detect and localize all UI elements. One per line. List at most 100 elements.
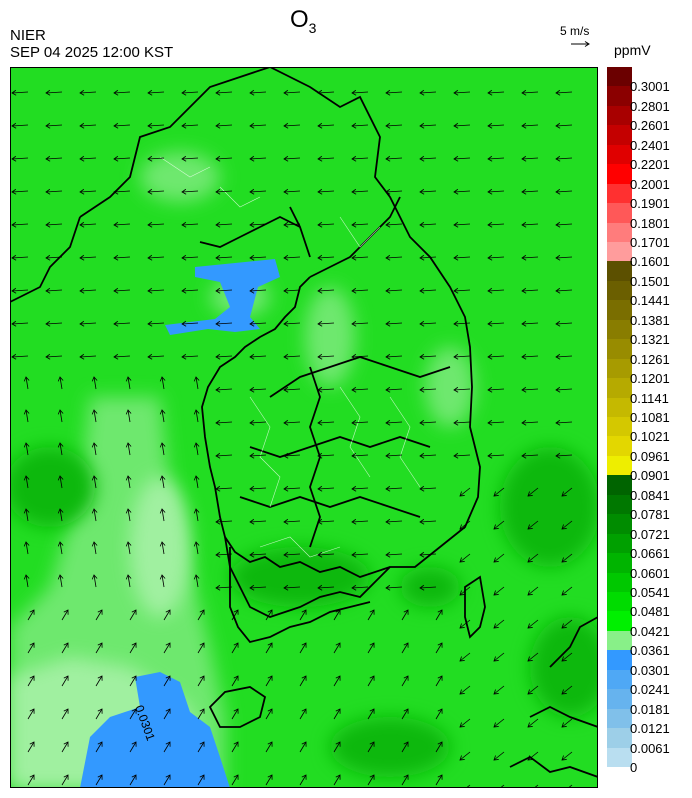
wind-arrow-head <box>351 254 357 261</box>
wind-arrow <box>453 190 471 193</box>
wind-arrow-head <box>335 741 341 747</box>
wind-reference-label: 5 m/s <box>560 24 590 38</box>
wind-arrow-head <box>555 188 561 195</box>
wind-arrow <box>249 223 267 226</box>
wind-arrow <box>487 388 505 391</box>
wind-arrow-head <box>527 524 533 530</box>
wind-arrow-head <box>527 557 533 563</box>
wind-arrow <box>333 708 341 720</box>
legend-swatch <box>607 417 632 437</box>
wind-arrow-head <box>63 609 69 615</box>
wind-arrow <box>25 541 29 555</box>
legend-label: 0.1261 <box>630 351 670 367</box>
wind-arrow-head <box>23 475 30 481</box>
wind-arrow <box>351 124 369 127</box>
wind-arrow <box>317 553 335 556</box>
wind-arrow <box>435 774 443 786</box>
wind-arrow-head <box>351 320 357 327</box>
wind-arrow-head <box>215 320 221 327</box>
wind-arrow-head <box>385 386 391 393</box>
wind-arrow-head <box>181 254 187 261</box>
title-subscript: 3 <box>308 19 317 36</box>
wind-arrow-head <box>181 188 187 195</box>
wind-arrow <box>487 256 505 259</box>
legend-swatch <box>607 533 632 554</box>
wind-arrow <box>181 355 199 358</box>
wind-arrow-head <box>493 491 499 497</box>
wind-arrow <box>487 91 505 94</box>
wind-arrow <box>11 91 29 94</box>
wind-arrow-head <box>351 221 357 228</box>
wind-arrow-head <box>283 419 289 426</box>
wind-arrow-head <box>453 353 459 360</box>
wind-arrow <box>147 190 165 193</box>
wind-arrow-head <box>351 584 357 591</box>
wind-arrow <box>265 675 273 687</box>
legend-swatch <box>607 261 632 282</box>
wind-arrow <box>45 256 63 259</box>
wind-arrow <box>215 157 233 160</box>
wind-arrow <box>401 708 409 720</box>
wind-arrow <box>351 91 369 94</box>
wind-arrow <box>459 718 471 728</box>
wind-arrow-head <box>301 642 307 648</box>
wind-arrow <box>215 355 233 358</box>
wind-arrow <box>249 553 267 556</box>
legend-label: 0.0121 <box>630 721 670 737</box>
wind-arrow <box>561 718 573 728</box>
legend-label: 0.0901 <box>630 468 670 484</box>
low-ozone-patches <box>80 259 280 788</box>
wind-arrow-head <box>147 221 153 228</box>
wind-arrow-head <box>215 518 221 525</box>
wind-arrow <box>231 741 239 753</box>
wind-arrow-head <box>437 774 443 780</box>
wind-arrow <box>25 376 29 390</box>
wind-arrow-head <box>165 609 171 615</box>
wind-arrow <box>127 475 131 489</box>
legend-label: 0.0601 <box>630 565 670 581</box>
wind-arrow-head <box>385 551 391 558</box>
wind-arrow <box>249 487 267 490</box>
wind-arrow <box>521 190 539 193</box>
wind-arrow <box>181 289 199 292</box>
wind-arrow-head <box>45 188 51 195</box>
wind-arrow-head <box>159 376 166 382</box>
wind-arrow <box>79 190 97 193</box>
wind-arrow <box>11 190 29 193</box>
wind-arrow <box>453 322 471 325</box>
wind-arrow <box>195 442 199 456</box>
wind-arrow <box>521 157 539 160</box>
wind-arrow <box>215 322 233 325</box>
wind-arrow <box>351 322 369 325</box>
wind-arrow-head <box>267 708 273 714</box>
wind-arrow <box>61 642 69 654</box>
wind-arrow-head <box>131 609 137 615</box>
wind-arrow <box>129 642 137 654</box>
wind-arrow <box>79 91 97 94</box>
wind-arrow <box>459 553 471 563</box>
legend-swatch <box>607 242 632 262</box>
wind-arrow-head <box>215 551 221 558</box>
wind-arrow <box>61 708 69 720</box>
wind-arrow <box>527 751 539 761</box>
legend-swatch <box>607 67 632 87</box>
wind-arrow <box>521 355 539 358</box>
wind-arrow-head <box>419 254 425 261</box>
wind-arrow <box>147 157 165 160</box>
wind-arrow <box>493 685 505 695</box>
wind-arrow-head <box>453 188 459 195</box>
wind-arrow <box>299 642 307 654</box>
legend-label: 0.1201 <box>630 371 670 387</box>
wind-arrow-head <box>459 524 465 530</box>
wind-arrow-head <box>11 353 17 360</box>
wind-arrow <box>435 675 443 687</box>
wind-arrow-head <box>249 221 255 228</box>
wind-arrow-head <box>11 89 17 96</box>
wind-arrow <box>161 508 165 522</box>
wind-arrow-head <box>215 353 221 360</box>
wind-arrow-head <box>165 675 171 681</box>
wind-arrow <box>215 388 233 391</box>
wind-arrow-head <box>493 590 499 596</box>
wind-arrow-head <box>419 452 425 459</box>
wind-arrow-head <box>63 708 69 714</box>
